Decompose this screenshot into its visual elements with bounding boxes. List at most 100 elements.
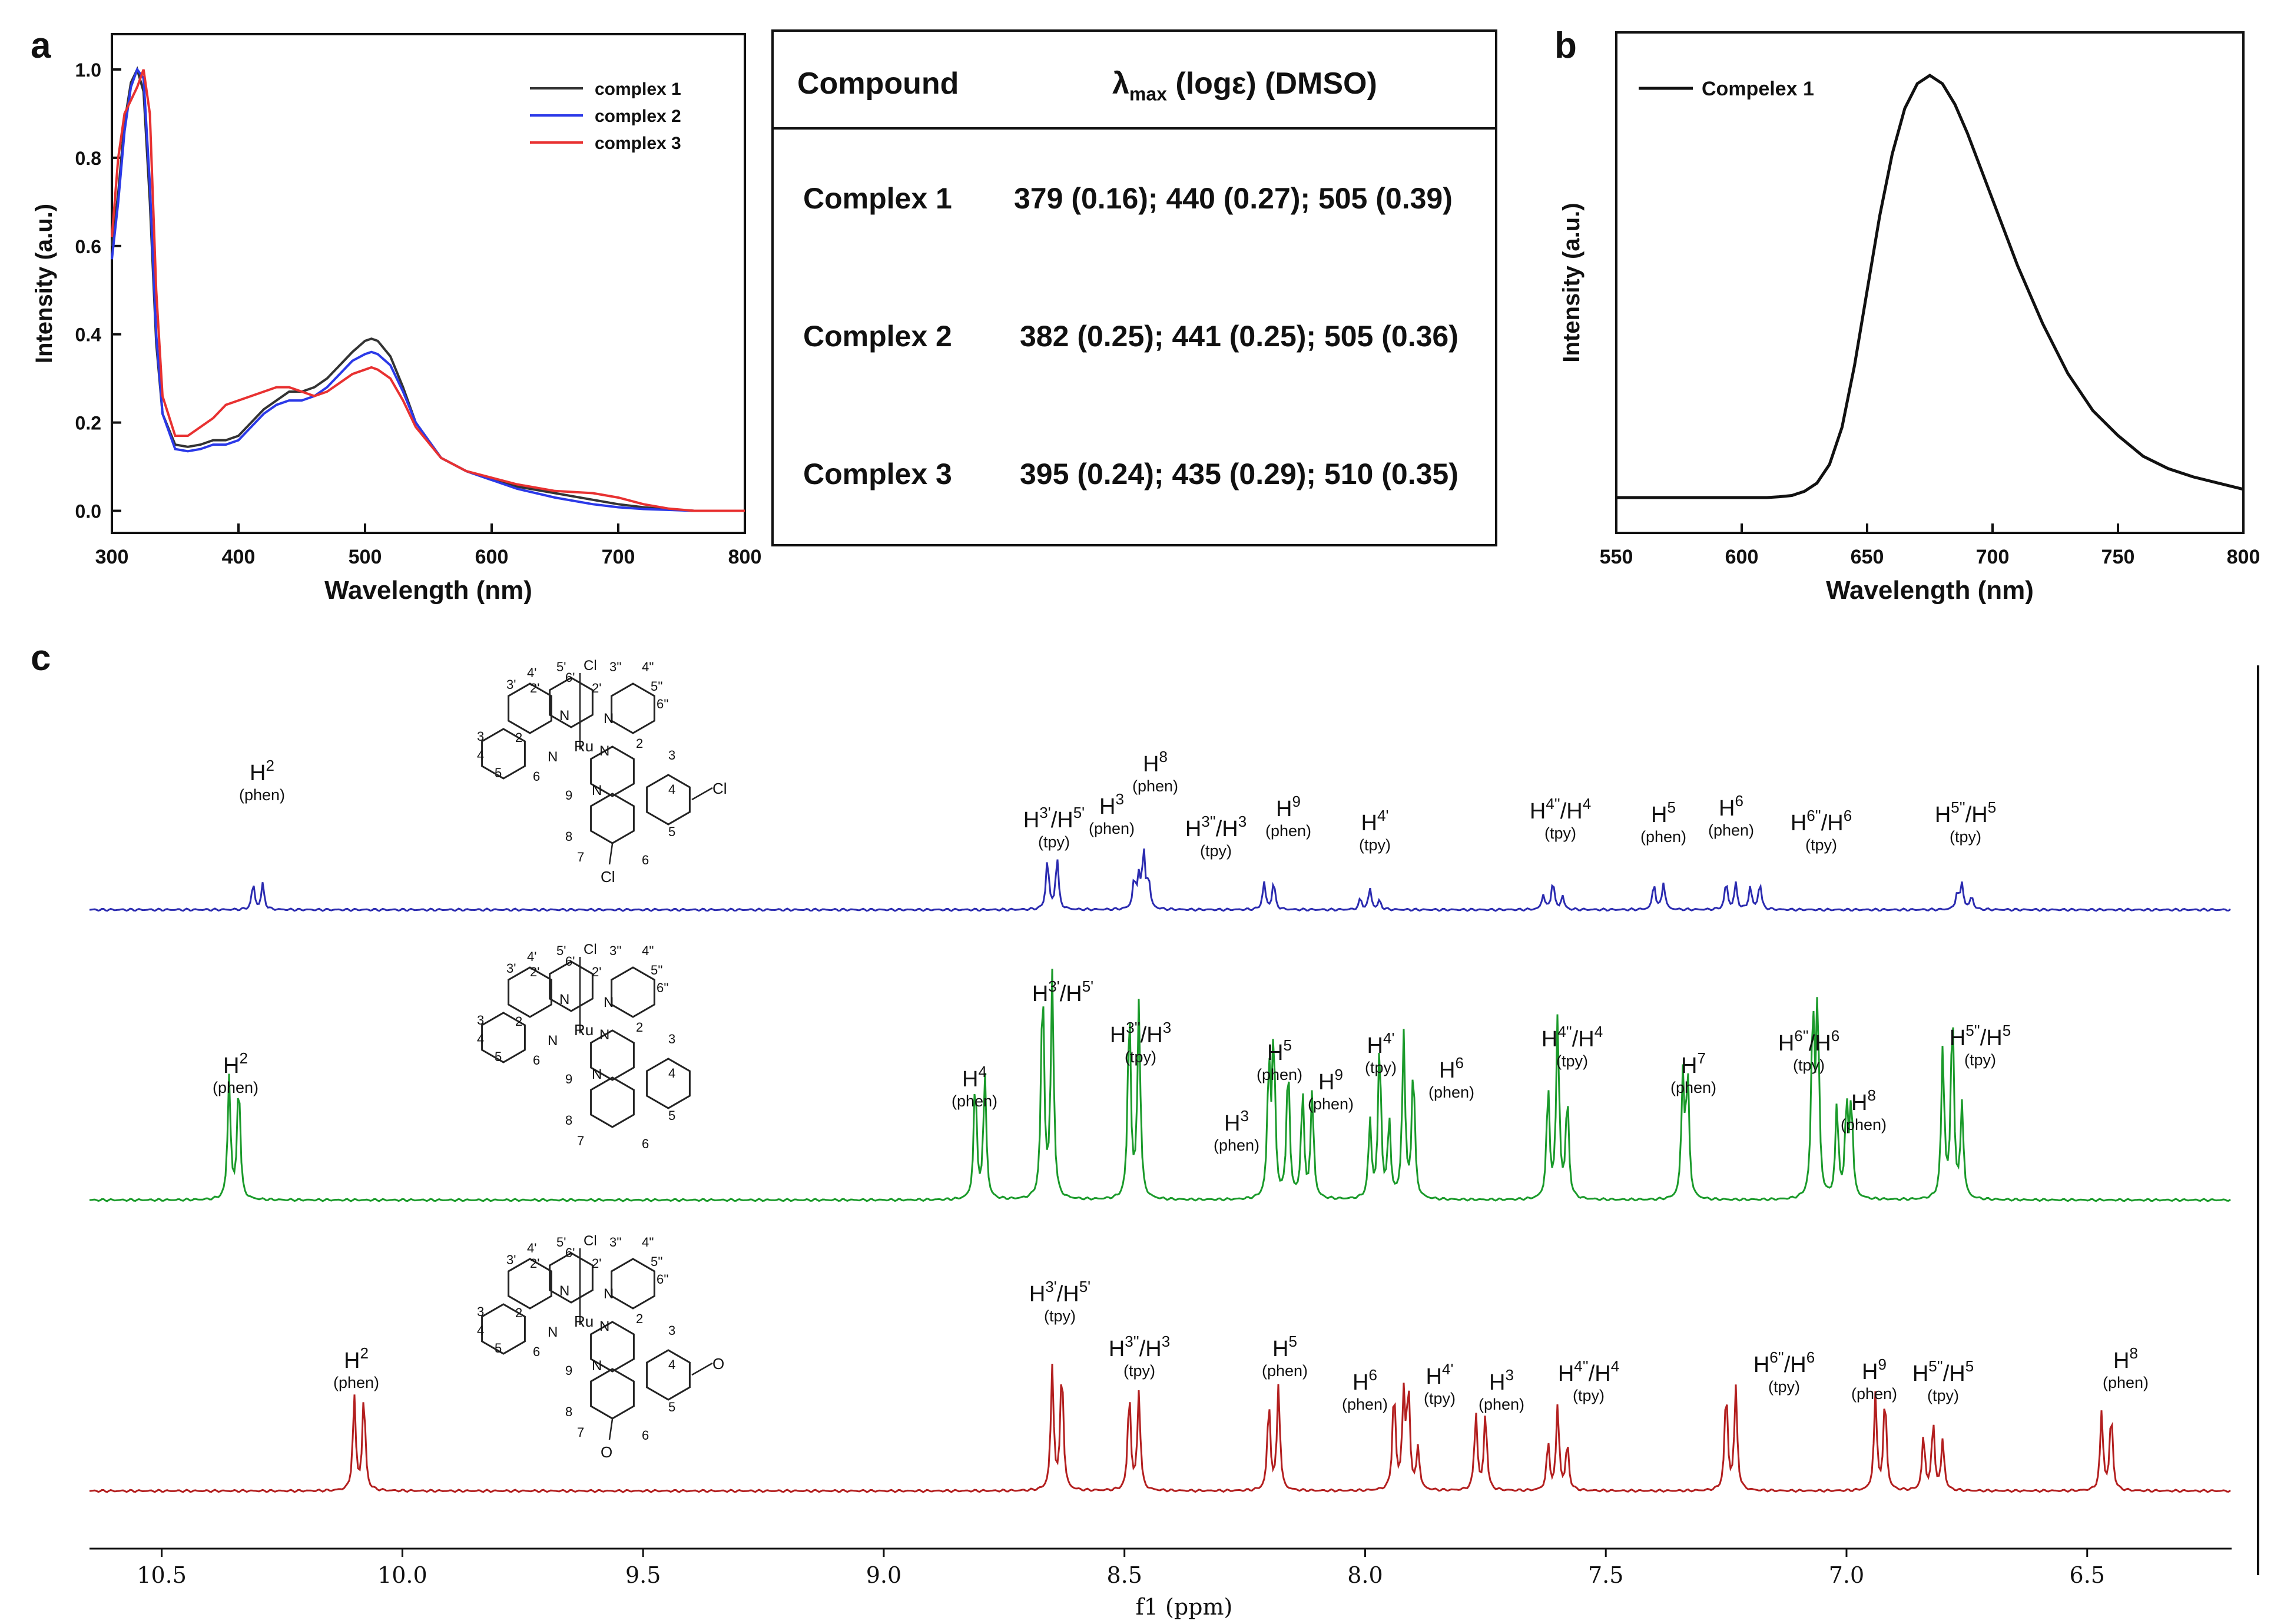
peak-label-main: H3	[1489, 1366, 1514, 1395]
x-tick-label: 600	[1725, 546, 1759, 568]
table-row-1-name: Complex 1	[803, 182, 952, 215]
peak-label: H8(phen)	[1841, 1086, 1887, 1134]
peak-label: H2(phen)	[213, 1049, 258, 1096]
ring	[481, 1303, 526, 1355]
x-tick-label: 9.5	[625, 1562, 661, 1588]
peak-label-main: H9	[1276, 793, 1301, 821]
nitrogen-label: N	[599, 743, 609, 759]
ring	[590, 1368, 635, 1420]
peak-label-sub: (tpy)	[1768, 1378, 1800, 1396]
peak-label: H6(phen)	[1342, 1366, 1388, 1413]
atom-number: 4''	[642, 1235, 654, 1250]
legend-label: complex 1	[595, 79, 681, 99]
peak-label: H3'/H5'	[1032, 977, 1093, 1006]
peak-label-sub: (phen)	[1342, 1396, 1388, 1413]
peak-label: H9(phen)	[1265, 793, 1311, 840]
atom-number: 3	[477, 729, 484, 744]
nitrogen-label: N	[559, 992, 569, 1007]
nitrogen-label: N	[604, 1286, 614, 1302]
atom-number: 6	[533, 1344, 540, 1359]
x-axis-label: Wavelength (nm)	[324, 576, 532, 605]
atom-number: 5'	[556, 943, 566, 958]
atom-number: 4'	[527, 665, 536, 680]
table-row-3-values: 395 (0.24); 435 (0.29); 510 (0.35)	[1020, 458, 1458, 490]
table-header-compound: Compound	[797, 67, 959, 101]
ring	[611, 966, 655, 1018]
x-tick-label: 7.5	[1588, 1562, 1623, 1588]
peak-label-sub: (phen)	[1089, 820, 1135, 837]
peak-label: H4''/H4(tpy)	[1558, 1357, 1619, 1404]
table-row-3-name: Complex 3	[803, 458, 952, 490]
atom-number: 7	[577, 850, 584, 864]
sub-bond	[608, 1418, 614, 1440]
peak-label-main: H4'	[1367, 1029, 1395, 1058]
peak-label-main: H6''/H6	[1791, 807, 1852, 836]
atom-number: 6''	[657, 980, 669, 995]
peak-label-sub: (tpy)	[1964, 1051, 1996, 1069]
peak-label-main: H9	[1318, 1066, 1343, 1095]
atom-number: 4	[668, 1357, 675, 1372]
peak-label-sub: (tpy)	[1359, 836, 1391, 854]
peak-label-main: H5	[1267, 1036, 1292, 1065]
peak-label-sub: (phen)	[1640, 828, 1686, 846]
peak-label-sub: (phen)	[1428, 1083, 1474, 1101]
peak-label-main: H2	[344, 1344, 369, 1373]
x-tick-label: 10.0	[377, 1562, 427, 1588]
atom-number: 3''	[609, 1235, 622, 1250]
atom-number: 5	[668, 824, 675, 839]
nitrogen-label: N	[592, 1066, 602, 1082]
atom-number: 2	[515, 730, 522, 745]
ring	[590, 745, 635, 797]
atom-number: 3	[668, 748, 675, 763]
table-header-lambda: λmax (logε) (DMSO)	[1112, 66, 1377, 105]
atom-number: 2	[636, 736, 643, 751]
nitrogen-label: N	[559, 1283, 569, 1299]
x-tick-label: 800	[2227, 546, 2260, 568]
sub-bond	[691, 787, 713, 801]
metal-label: Ru	[574, 737, 594, 755]
absorption-chart: 300 400 500 600 700 800 0.0 0.2 0.4 0.6 0.8 1.0 Wave…	[31, 33, 761, 605]
peak-label: H7(phen)	[1670, 1049, 1716, 1096]
peak-label: H6''/H6(tpy)	[1778, 1027, 1839, 1074]
atom-number: 3''	[609, 943, 622, 958]
metal-label: Ru	[574, 1313, 594, 1330]
peak-label-main: H4'	[1361, 807, 1389, 836]
table-row-1-values: 379 (0.16); 440 (0.27); 505 (0.39)	[1014, 182, 1453, 215]
lambda-symbol: λ	[1112, 67, 1129, 101]
chloride-label: Cl	[584, 658, 597, 674]
x-tick-label: 650	[1851, 546, 1884, 568]
peak-label-main: H3''/H3	[1110, 1019, 1171, 1048]
peak-label-main: H3'/H5'	[1029, 1278, 1090, 1307]
peak-label-main: H5	[1651, 798, 1676, 827]
atom-number: 4''	[642, 659, 654, 674]
peak-label: H5''/H5(tpy)	[1950, 1022, 2011, 1069]
peak-label-sub: (phen)	[1214, 1136, 1259, 1154]
y-tick-label: 0.4	[75, 324, 102, 346]
x-tick-label: 7.0	[1829, 1562, 1864, 1588]
table-divider	[774, 127, 1495, 130]
x-tick-label: 600	[475, 546, 509, 568]
atom-number: 6	[533, 1053, 540, 1068]
peak-label: H5(phen)	[1262, 1333, 1308, 1380]
legend-label: complex 3	[595, 134, 681, 153]
atom-number: 5'	[556, 1235, 566, 1250]
ring	[646, 1058, 691, 1109]
peak-label: H9(phen)	[1851, 1355, 1897, 1403]
peak-label-main: H4''/H4	[1558, 1357, 1619, 1386]
peak-label-main: H3''/H3	[1185, 813, 1247, 841]
atom-number: 3'	[506, 677, 516, 692]
lambda-rest: (logε) (DMSO)	[1166, 67, 1377, 101]
atom-number: 6'	[565, 670, 575, 685]
peak-label-sub: (phen)	[1265, 822, 1311, 840]
peak-label-sub: (phen)	[1479, 1396, 1524, 1413]
peak-label-sub: (tpy)	[1038, 833, 1070, 851]
y-tick-label: 0.0	[75, 501, 101, 522]
ring	[646, 1349, 691, 1401]
legend-label: Compelex 1	[1702, 78, 1814, 100]
nmr-spectrum-top	[89, 848, 2231, 912]
peak-label: H3'/H5'(tpy)	[1023, 804, 1085, 851]
peak-label: H9(phen)	[1308, 1066, 1354, 1113]
nitrogen-label: N	[592, 1358, 602, 1374]
